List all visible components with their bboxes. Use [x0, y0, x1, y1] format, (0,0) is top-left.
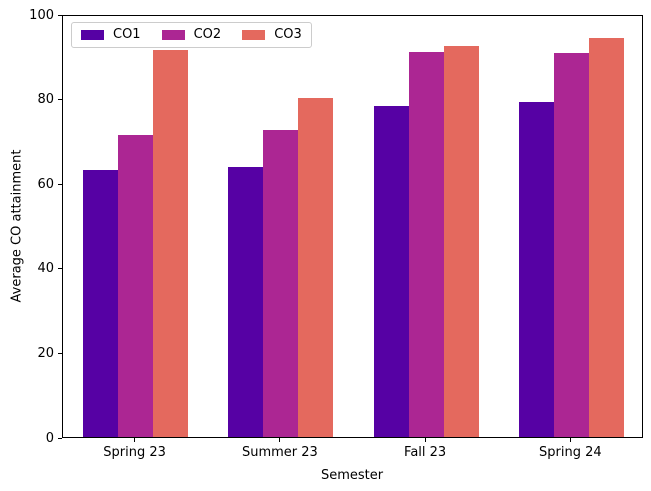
bar-co1-spring-23 — [83, 170, 119, 437]
y-tick-label: 60 — [37, 176, 54, 192]
x-tick-mark — [279, 438, 281, 442]
y-tick-label: 100 — [29, 7, 54, 23]
bar-co3-spring-24 — [588, 37, 624, 437]
y-tick-mark — [58, 99, 62, 101]
x-axis-label: Semester — [320, 468, 384, 483]
x-tick-label: Spring 23 — [103, 445, 166, 460]
y-tick-label: 80 — [37, 92, 54, 108]
y-tick-label: 40 — [37, 261, 54, 277]
legend-swatch-icon — [81, 30, 104, 40]
legend: CO1 CO2 CO3 — [71, 22, 312, 48]
legend-label: CO2 — [193, 27, 222, 42]
bar-co3-summer-23 — [298, 98, 334, 437]
plot-area: CO1 CO2 CO3 — [62, 15, 643, 438]
x-tick-label: Spring 24 — [539, 445, 602, 460]
y-axis-label: Average CO attainment — [9, 149, 25, 303]
legend-label: CO3 — [274, 27, 302, 42]
y-tick-mark — [58, 183, 62, 185]
y-tick-mark — [58, 14, 62, 16]
y-tick-mark — [58, 437, 62, 439]
x-tick-mark — [569, 438, 571, 442]
bar-co3-spring-23 — [153, 49, 189, 437]
bar-co2-spring-24 — [553, 52, 589, 437]
bar-co1-spring-24 — [518, 101, 554, 437]
legend-swatch-icon — [161, 30, 185, 40]
legend-label: CO1 — [113, 27, 141, 42]
x-tick-label: Summer 23 — [241, 445, 318, 460]
bar-co2-summer-23 — [263, 129, 299, 437]
y-tick-label: 20 — [37, 345, 54, 361]
bar-co1-summer-23 — [228, 166, 264, 437]
legend-item-co3: CO3 — [242, 28, 302, 42]
y-tick-mark — [58, 268, 62, 270]
bar-co3-fall-23 — [443, 45, 479, 437]
bar-co2-fall-23 — [408, 52, 444, 437]
x-tick-mark — [424, 438, 426, 442]
legend-item-co2: CO2 — [161, 27, 222, 42]
bar-co1-fall-23 — [373, 105, 409, 437]
y-tick-label: 0 — [45, 430, 54, 446]
legend-item-co1: CO1 — [81, 28, 141, 42]
x-tick-mark — [134, 438, 136, 442]
bar-co2-spring-23 — [118, 134, 154, 437]
y-tick-mark — [58, 352, 62, 354]
legend-swatch-icon — [242, 30, 266, 40]
x-tick-label: Fall 23 — [404, 445, 447, 460]
